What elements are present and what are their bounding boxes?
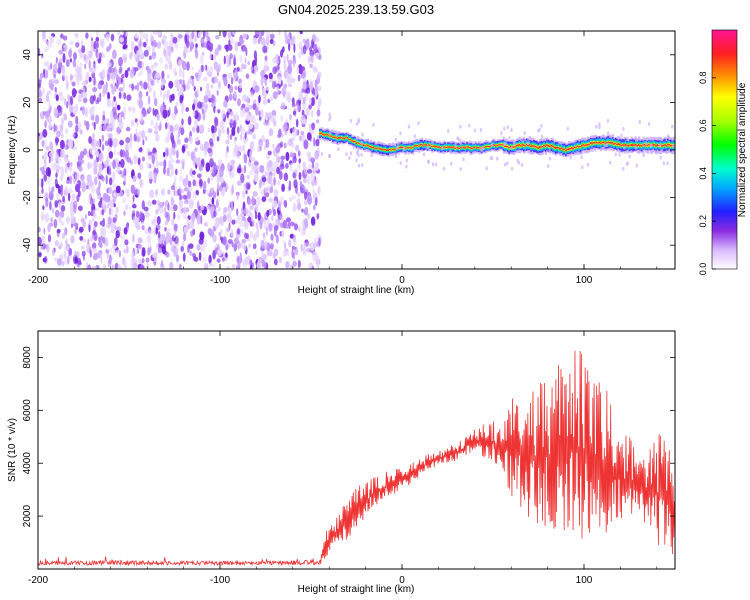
colorbar-tick-label: 0.2: [698, 215, 708, 228]
colorbar-gradient: [711, 29, 738, 270]
x-tick-label: -200: [28, 275, 48, 286]
y-tick-label: -20: [22, 190, 33, 205]
x-tick-label: 0: [399, 575, 405, 586]
colorbar-tick-label: 0.6: [698, 119, 708, 132]
x-tick-label: 0: [399, 275, 405, 286]
snr-frame: [37, 330, 676, 570]
snr-xlabel: Height of straight line (km): [298, 584, 415, 595]
x-tick-label: -200: [28, 575, 48, 586]
y-tick-label: 40: [22, 49, 33, 61]
x-tick-label: 100: [576, 275, 593, 286]
y-tick-label: 4000: [22, 452, 33, 475]
colorbar-tick-label: 0.4: [698, 167, 708, 180]
snr-series-line: [38, 350, 675, 567]
snr-panel: -200 -100 0 100 2000 4000 6000 8000 Height of s…: [7, 330, 676, 595]
spectrogram-xlabel: Height of straight line (km): [298, 285, 415, 296]
snr-axes: -200 -100 0 100 2000 4000 6000 8000: [22, 331, 675, 586]
snr-ylabel: SNR (10 * v/v): [7, 418, 18, 482]
noise-speckle: [38, 31, 323, 269]
colorbar-tick-label: 0.0: [698, 263, 708, 276]
spectrogram-content: [38, 31, 675, 269]
y-tick-label: -40: [22, 238, 33, 253]
figure-title: GN04.2025.239.13.59.G03: [278, 2, 434, 17]
snr-content: [38, 350, 675, 567]
y-tick-label: 6000: [22, 399, 33, 422]
colorbar-tick-label: 0.8: [698, 72, 708, 85]
x-tick-label: 100: [576, 575, 593, 586]
y-tick-label: 20: [22, 96, 33, 108]
y-tick-label: 0: [22, 147, 33, 153]
spectrogram-ylabel: Frequency (Hz): [7, 116, 18, 185]
x-tick-label: -100: [210, 575, 230, 586]
y-tick-label: 2000: [22, 505, 33, 528]
colorbar-ticks: 0.0 0.2 0.4 0.6 0.8: [698, 72, 716, 276]
colorbar-label: Normalized spectral amplitude: [737, 82, 748, 217]
colorbar: 0.0 0.2 0.4 0.6 0.8 Normalized spectral ampl…: [698, 29, 748, 276]
ridge-trace: [319, 112, 675, 172]
x-tick-label: -100: [210, 275, 230, 286]
y-tick-label: 8000: [22, 346, 33, 369]
